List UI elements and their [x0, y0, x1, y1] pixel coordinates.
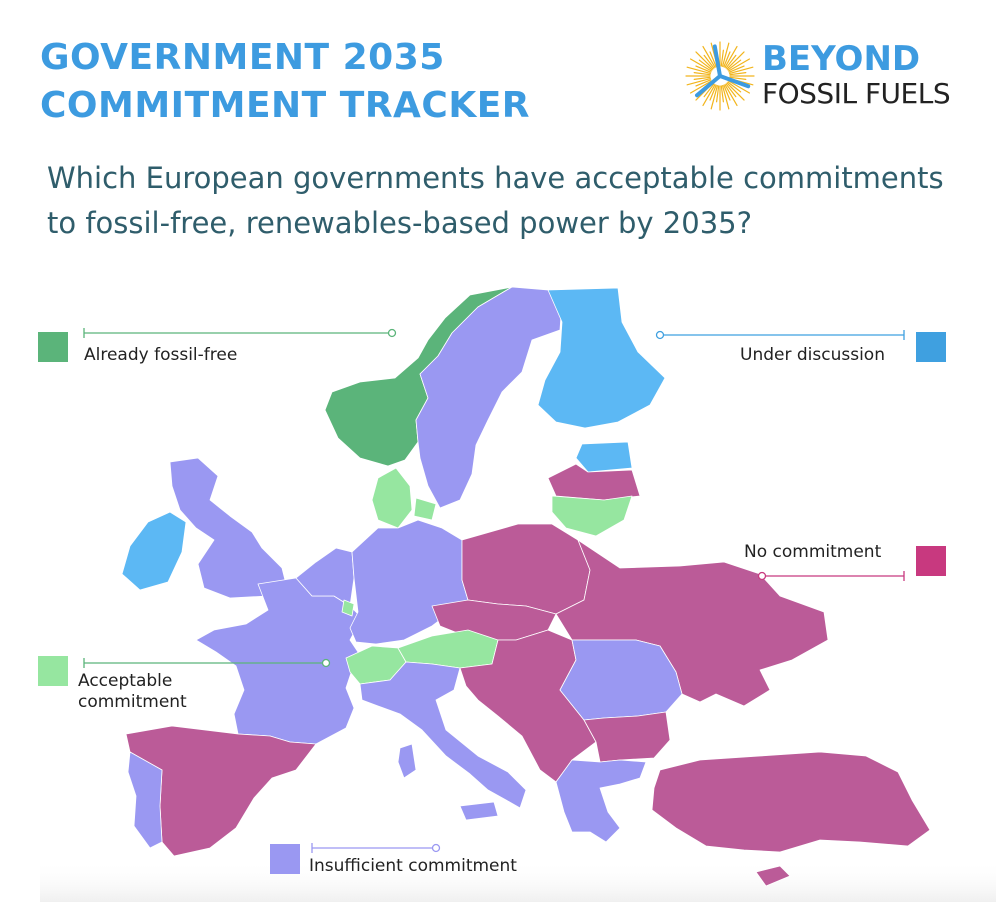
- sun-ray: [726, 82, 745, 101]
- country-ukraine[interactable]: [555, 539, 829, 707]
- sun-ray: [703, 83, 715, 98]
- country-portugal[interactable]: [127, 751, 163, 849]
- country-italy[interactable]: [359, 661, 527, 821]
- country-united-kingdom[interactable]: [169, 457, 287, 599]
- country-poland[interactable]: [461, 523, 591, 615]
- sun-ray: [728, 65, 745, 73]
- legend-swatch-already-fossil-free: [38, 332, 68, 362]
- country-luxembourg[interactable]: [341, 599, 355, 617]
- legend-swatch-acceptable: [38, 656, 68, 686]
- sun-ray: [689, 58, 712, 72]
- sun-ray: [729, 72, 747, 76]
- country-france[interactable]: [195, 577, 363, 745]
- sun-ray: [729, 66, 754, 75]
- sun-ray: [709, 84, 717, 101]
- sun-ray: [729, 76, 747, 80]
- leader-dot-already-fossil-free: [387, 328, 397, 338]
- sun-ray: [723, 51, 731, 68]
- country-bulgaria[interactable]: [583, 711, 671, 763]
- sun-ray: [721, 85, 730, 110]
- sun-ray: [720, 49, 724, 67]
- legend-label-acceptable-line-1: Acceptable: [78, 671, 173, 691]
- sun-ray: [728, 80, 751, 94]
- leader-dot-no-commitment: [757, 571, 767, 581]
- sun-ray: [727, 81, 742, 93]
- sun-ray: [695, 65, 712, 73]
- sun-ray: [709, 51, 717, 68]
- country-cyprus[interactable]: [755, 865, 791, 887]
- country-ireland[interactable]: [121, 511, 187, 591]
- legend-label-under-discussion: Under discussion: [740, 345, 885, 365]
- sun-ray: [695, 79, 712, 87]
- legend-label-no-commitment: No commitment: [744, 542, 882, 562]
- leader-dot-under-discussion: [655, 330, 665, 340]
- leader-no-commitment: [762, 571, 905, 581]
- legend-label-already-fossil-free: Already fossil-free: [84, 345, 238, 365]
- turbine-blade: [695, 74, 722, 98]
- leader-insufficient: [311, 843, 436, 853]
- legend-label-insufficient: Insufficient commitment: [309, 856, 517, 876]
- sun-ray: [703, 54, 715, 69]
- country-finland[interactable]: [537, 287, 666, 429]
- country-romania[interactable]: [559, 639, 683, 721]
- logo-line-1: BEYOND: [762, 39, 921, 79]
- sun-ray: [725, 83, 737, 98]
- country-lithuania[interactable]: [551, 495, 633, 537]
- legend-label-acceptable-line-2: commitment: [78, 692, 187, 712]
- sun-ray: [716, 85, 720, 103]
- sun-ray: [724, 84, 738, 107]
- country-sweden[interactable]: [415, 286, 563, 509]
- sun-ray: [698, 59, 713, 71]
- sun-ray: [686, 66, 711, 75]
- sun-ray: [710, 85, 719, 110]
- legend-swatch-under-discussion: [916, 332, 946, 362]
- page-title: GOVERNMENT 2035 COMMITMENT TRACKER: [40, 34, 530, 130]
- title-line-1: GOVERNMENT 2035: [40, 37, 445, 78]
- turbine-blade: [718, 74, 751, 89]
- sun-ray: [686, 77, 711, 86]
- leader-already-fossil-free: [83, 328, 392, 338]
- wind-turbine-sun-icon: [685, 41, 755, 111]
- sun-ray: [702, 45, 716, 68]
- sun-ray: [728, 58, 751, 72]
- sun-ray: [726, 51, 745, 70]
- leader-acceptable: [83, 658, 326, 668]
- title-line-2: COMMITMENT TRACKER: [40, 85, 531, 126]
- logo-line-2: FOSSIL FUELS: [762, 77, 951, 110]
- country-denmark[interactable]: [371, 467, 437, 529]
- map-question: Which European governments have acceptab…: [47, 161, 944, 240]
- sun-ray: [727, 59, 742, 71]
- sun-ray: [689, 80, 712, 94]
- sun-ray: [725, 54, 737, 69]
- leader-under-discussion: [660, 330, 905, 340]
- country-greece[interactable]: [555, 759, 647, 843]
- beyond-fossil-fuels-logo[interactable]: BEYOND FOSSIL FUELS: [682, 38, 952, 114]
- sun-ray: [724, 45, 738, 68]
- map-bottom-fade: [40, 860, 996, 902]
- sun-ray: [695, 51, 714, 70]
- country-turkey[interactable]: [651, 751, 931, 853]
- leader-dot-acceptable: [321, 658, 331, 668]
- legend-swatch-insufficient: [270, 844, 300, 874]
- turbine-blade: [712, 44, 722, 78]
- leader-dot-insufficient: [431, 843, 441, 853]
- sun-ray: [702, 84, 716, 107]
- country-estonia[interactable]: [575, 441, 633, 473]
- sun-ray: [720, 85, 724, 103]
- europe-map: [40, 286, 996, 902]
- sun-ray: [723, 84, 731, 101]
- sun-ray: [693, 72, 711, 76]
- sun-ray: [721, 42, 730, 67]
- legend-swatch-no-commitment: [916, 546, 946, 576]
- sun-ray: [693, 76, 711, 80]
